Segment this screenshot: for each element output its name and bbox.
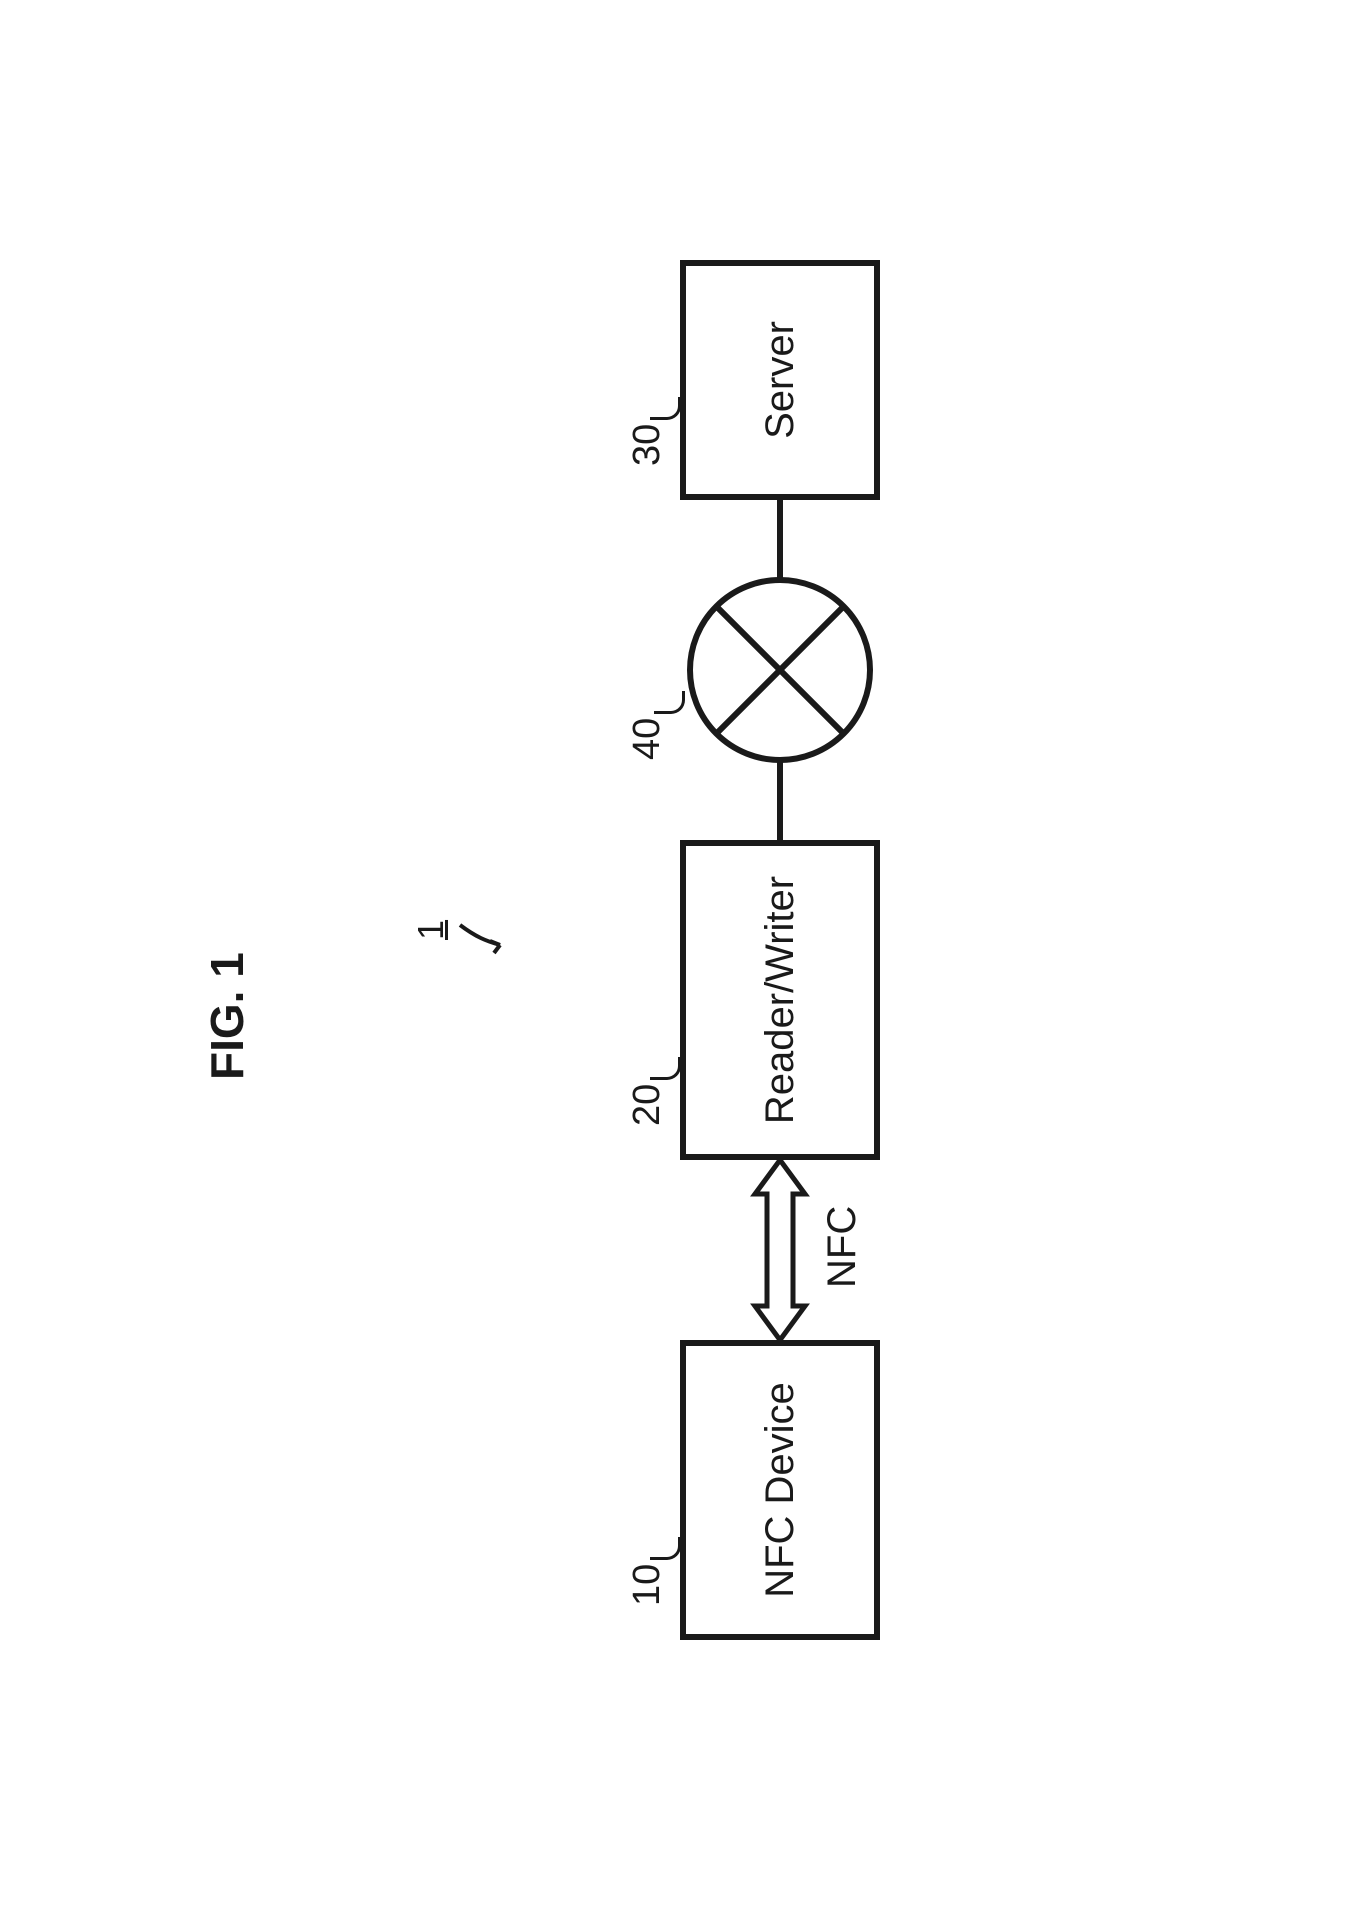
network-node-icon <box>685 575 875 765</box>
system-ref-label: 1 <box>410 920 452 940</box>
reader-writer-ref: 20 <box>626 1084 669 1126</box>
server-ref: 30 <box>626 424 669 466</box>
network-node-ref-tick-icon <box>654 691 685 714</box>
reader-writer-block: Reader/Writer <box>680 840 880 1160</box>
figure-title: FIG. 1 <box>200 952 254 1080</box>
page-canvas: FIG. 1 1 NFC Device 10 Reader/Writer 20 … <box>0 0 1347 1907</box>
nfc-device-ref: 10 <box>626 1564 669 1606</box>
wire-node-to-server <box>777 500 783 578</box>
nfc-link-label: NFC <box>820 1206 865 1288</box>
server-ref-tick-icon <box>650 397 681 420</box>
nfc-double-arrow-icon <box>750 1160 810 1340</box>
nfc-device-ref-tick-icon <box>650 1537 681 1560</box>
nfc-device-block: NFC Device <box>680 1340 880 1640</box>
network-node-ref: 40 <box>626 718 669 760</box>
reader-writer-label: Reader/Writer <box>758 876 803 1124</box>
diagram-stage: FIG. 1 1 NFC Device 10 Reader/Writer 20 … <box>160 200 1060 1700</box>
nfc-device-label: NFC Device <box>758 1382 803 1598</box>
server-block: Server <box>680 260 880 500</box>
server-label: Server <box>758 321 803 439</box>
wire-readerwriter-to-node <box>777 762 783 840</box>
reader-writer-ref-tick-icon <box>650 1057 681 1080</box>
system-ref-leader-icon <box>456 895 516 955</box>
